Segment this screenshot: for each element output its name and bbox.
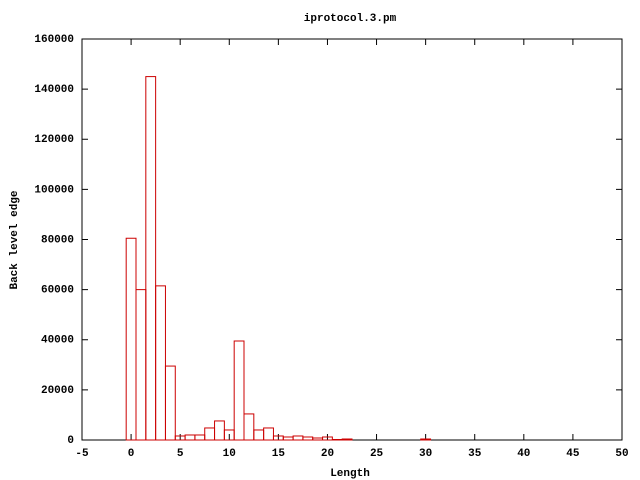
y-tick-label: 120000 <box>34 134 74 146</box>
bar <box>194 434 206 441</box>
plot-frame <box>81 38 623 441</box>
bar <box>253 429 265 441</box>
bar <box>135 289 147 441</box>
y-tick-label: 20000 <box>41 385 74 397</box>
bar <box>341 438 353 441</box>
bar <box>282 436 294 441</box>
bar <box>125 237 137 441</box>
y-tick-label: 100000 <box>34 184 74 196</box>
chart-title: iprotocol.3.pm <box>304 13 397 25</box>
x-tick-label: 35 <box>468 448 482 460</box>
bar <box>214 420 225 441</box>
bar <box>184 434 196 441</box>
bar <box>204 427 216 441</box>
bar <box>233 340 245 441</box>
bar <box>145 76 157 441</box>
bar <box>292 435 304 441</box>
y-tick-label: 40000 <box>41 335 74 347</box>
bar <box>155 285 166 441</box>
x-tick-label: 15 <box>272 448 286 460</box>
x-axis-label: Length <box>330 468 370 480</box>
y-tick-label: 160000 <box>34 34 74 46</box>
y-tick-label: 140000 <box>34 84 74 96</box>
x-tick-label: 40 <box>517 448 530 460</box>
x-tick-label: 0 <box>128 448 135 460</box>
x-tick-label: 50 <box>615 448 628 460</box>
y-tick-label: 60000 <box>41 285 74 297</box>
y-tick-label: 80000 <box>41 234 74 246</box>
bar <box>331 438 343 441</box>
bar <box>302 436 314 441</box>
y-axis-label: Back level edge <box>9 190 21 289</box>
y-tick-label: 0 <box>67 435 74 447</box>
bar <box>164 365 176 441</box>
x-tick-label: 30 <box>419 448 432 460</box>
bar <box>243 413 255 441</box>
x-tick-label: 45 <box>566 448 580 460</box>
bar <box>322 436 333 441</box>
x-tick-label: 10 <box>223 448 236 460</box>
x-tick-label: 25 <box>370 448 384 460</box>
x-tick-label: -5 <box>75 448 89 460</box>
bar <box>420 438 432 441</box>
bar <box>312 437 324 441</box>
x-tick-label: 5 <box>177 448 184 460</box>
bar <box>263 427 274 441</box>
x-tick-label: 20 <box>321 448 334 460</box>
